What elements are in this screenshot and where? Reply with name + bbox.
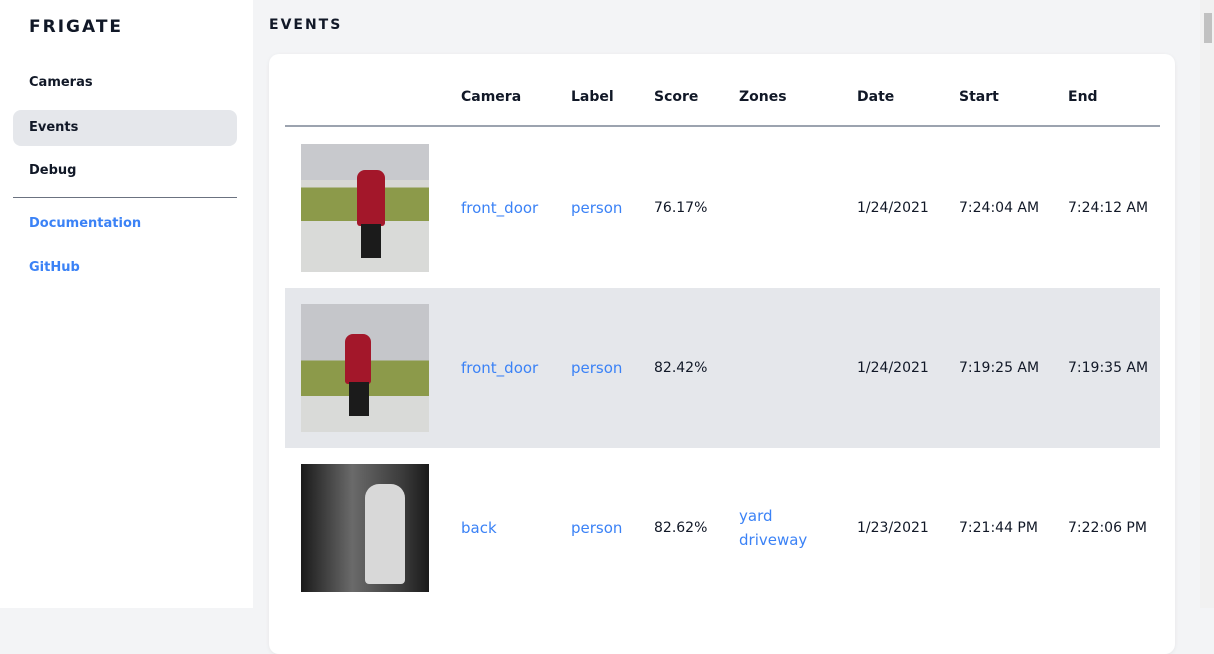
date: 1/24/2021 [857,360,929,376]
page-title: EVENTS [269,17,343,33]
scrollbar-thumb[interactable] [1204,13,1212,43]
end-time: 7:22:06 PM [1068,520,1147,536]
header-divider [285,125,1160,127]
header-zones: Zones [739,89,787,105]
header-label: Label [571,89,614,105]
header-end: End [1068,89,1098,105]
date: 1/23/2021 [857,520,929,536]
event-thumbnail[interactable] [301,304,429,432]
date: 1/24/2021 [857,200,929,216]
end-time: 7:24:12 AM [1068,200,1149,216]
header-score: Score [654,89,699,105]
sidebar-item-events[interactable]: Events [13,110,237,146]
scrollbar[interactable] [1200,0,1214,608]
event-thumbnail[interactable] [301,464,429,592]
camera-link[interactable]: back [461,519,497,537]
table-row[interactable]: back person 82.62% yard driveway 1/23/20… [285,448,1160,608]
score: 82.62% [654,520,708,536]
sidebar-link-github[interactable]: GitHub [29,260,80,275]
table-row[interactable]: front_door person 82.42% 1/24/2021 7:19:… [285,288,1160,448]
header-camera: Camera [461,89,522,105]
camera-link[interactable]: front_door [461,359,539,377]
start-time: 7:19:25 AM [959,360,1040,376]
sidebar-divider [13,197,237,198]
label-link[interactable]: person [571,519,623,537]
zones: yard driveway [739,448,807,608]
zone-link[interactable]: yard [739,507,773,525]
app-logo[interactable]: FRIGATE [29,17,124,37]
zone-link[interactable]: driveway [739,531,808,549]
event-thumbnail[interactable] [301,144,429,272]
camera-link[interactable]: front_door [461,199,539,217]
score: 76.17% [654,200,708,216]
header-date: Date [857,89,895,105]
start-time: 7:24:04 AM [959,200,1040,216]
sidebar: FRIGATE Cameras Events Debug Documentati… [0,0,253,608]
sidebar-link-documentation[interactable]: Documentation [29,216,142,231]
sidebar-item-cameras[interactable]: Cameras [29,75,93,90]
start-time: 7:21:44 PM [959,520,1038,536]
end-time: 7:19:35 AM [1068,360,1149,376]
score: 82.42% [654,360,708,376]
header-start: Start [959,89,999,105]
label-link[interactable]: person [571,359,623,377]
sidebar-item-debug[interactable]: Debug [29,163,77,178]
table-row[interactable]: front_door person 76.17% 1/24/2021 7:24:… [285,128,1160,288]
label-link[interactable]: person [571,199,623,217]
